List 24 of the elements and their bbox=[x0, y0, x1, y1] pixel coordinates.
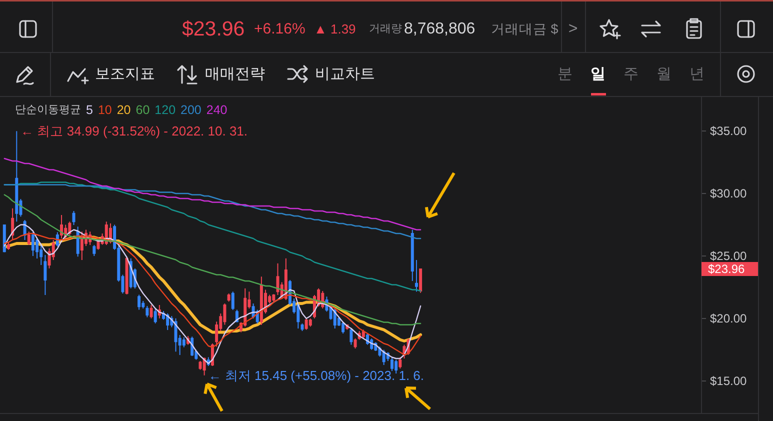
text: 8,768,806 bbox=[404, 20, 476, 38]
text: > bbox=[568, 20, 578, 38]
text: ▲ 1.39 bbox=[314, 22, 356, 36]
y-tick-label: $20.00 bbox=[710, 312, 748, 326]
annotation: ← 최저 15.45 (+55.08%) - 2023. 1. 6. bbox=[208, 368, 424, 383]
text: $23.96 bbox=[182, 18, 245, 40]
text: 일 bbox=[590, 66, 606, 82]
y-tick-label: $15.00 bbox=[710, 374, 748, 388]
y-tick-label: $25.00 bbox=[710, 249, 748, 263]
text: 주 bbox=[624, 66, 638, 82]
text: +6.16% bbox=[254, 20, 306, 38]
legend: 단순이동평균 5 10 20 60 120 200 240 bbox=[15, 103, 228, 117]
text: 분 bbox=[558, 66, 572, 82]
annotation: ← 최고 34.99 (-31.52%) - 2022. 10. 31. bbox=[20, 124, 248, 139]
text: 보조지표 bbox=[95, 66, 155, 82]
y-tick-label: $35.00 bbox=[710, 124, 748, 138]
price-tag: $23.96 bbox=[702, 262, 758, 276]
text: 월 bbox=[656, 66, 672, 82]
text: 매매전략 bbox=[205, 66, 265, 82]
text: 비교차트 bbox=[315, 66, 375, 82]
text: 거래대금 $ bbox=[491, 22, 559, 36]
text: 거래량 bbox=[369, 23, 402, 35]
text: 년 bbox=[690, 66, 704, 82]
y-tick-label: $30.00 bbox=[710, 186, 748, 200]
